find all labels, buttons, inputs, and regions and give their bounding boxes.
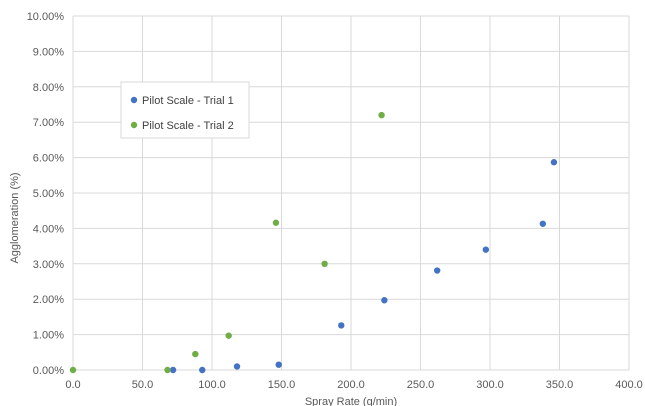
data-point-trial-1 <box>539 220 547 227</box>
legend-label-trial-1: Pilot Scale - Trial 1 <box>142 95 234 107</box>
data-point-trial-1 <box>381 297 388 304</box>
legend-box <box>120 81 250 139</box>
data-point-trial-2 <box>378 111 385 119</box>
x-gridlines <box>72 16 630 370</box>
y-tick-label: 4.00% <box>33 223 64 235</box>
y-tick-label: 0.00% <box>33 365 64 377</box>
data-point-trial-1 <box>169 366 177 374</box>
y-tick-label: 10.00% <box>27 11 65 23</box>
x-tick-label: 0.0 <box>65 379 80 391</box>
data-point-trial-2 <box>164 366 171 374</box>
x-tick-label: 300.0 <box>476 379 504 391</box>
legend-marker-trial-1 <box>130 96 138 104</box>
data-point-trial-1 <box>433 267 441 274</box>
data-points <box>69 111 558 374</box>
x-tick-labels: 0.0 50.0 100.0 150.0 200.0 250.0 300.0 350.0 400… <box>65 379 642 391</box>
data-point-trial-2 <box>321 260 328 267</box>
data-point-trial-2 <box>272 219 280 226</box>
y-tick-label: 8.00% <box>33 82 64 94</box>
y-tick-label: 5.00% <box>33 188 64 200</box>
data-point-trial-2 <box>225 332 232 339</box>
data-point-trial-2 <box>69 366 77 374</box>
data-point-trial-2 <box>192 350 199 358</box>
data-point-trial-1 <box>550 159 558 166</box>
y-tick-label: 9.00% <box>33 46 64 58</box>
x-tick-label: 100.0 <box>198 379 226 391</box>
x-tick-label: 250.0 <box>407 379 435 391</box>
data-point-trial-1 <box>233 363 241 370</box>
x-tick-label: 200.0 <box>337 379 365 391</box>
y-tick-label: 7.00% <box>33 117 64 129</box>
y-axis-title: Agglomeration (%) <box>9 172 21 263</box>
x-tick-label: 50.0 <box>132 379 153 391</box>
legend-marker-trial-2 <box>130 121 138 129</box>
data-point-trial-1 <box>199 366 206 374</box>
x-axis-title: Spray Rate (g/min) <box>305 396 397 406</box>
y-tick-label: 2.00% <box>33 294 64 306</box>
legend: Pilot Scale - Trial 1 Pilot Scale - Tria… <box>120 81 250 139</box>
x-tick-label: 400.0 <box>615 379 643 391</box>
y-tick-label: 3.00% <box>33 259 64 271</box>
data-point-trial-1 <box>275 361 282 368</box>
y-tick-label: 6.00% <box>33 153 64 165</box>
data-point-trial-1 <box>338 322 345 329</box>
y-tick-labels: 0.00% 1.00% 2.00% 3.00% 4.00% 5.00% 6.00% 7.00%… <box>27 11 65 377</box>
data-point-trial-1 <box>482 246 490 253</box>
x-tick-label: 350.0 <box>546 379 574 391</box>
x-tick-label: 150.0 <box>268 379 296 391</box>
y-tick-label: 1.00% <box>33 330 64 342</box>
legend-label-trial-2: Pilot Scale - Trial 2 <box>142 120 234 132</box>
